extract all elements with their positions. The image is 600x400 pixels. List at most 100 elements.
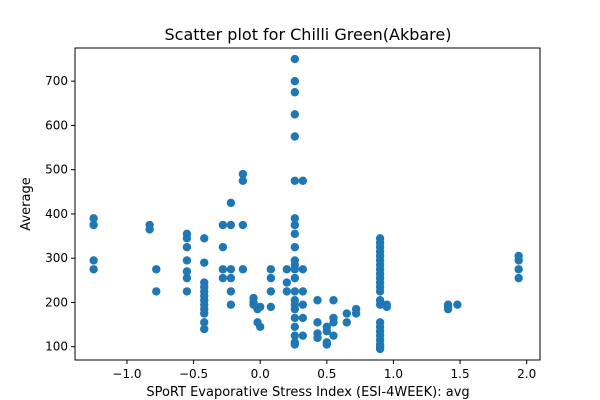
data-point: [89, 256, 98, 265]
data-point: [375, 344, 385, 354]
data-point: [329, 331, 338, 340]
data-point: [200, 234, 209, 243]
y-ticks: 100 200 300 400 500 600 700: [45, 74, 75, 354]
data-point: [256, 302, 265, 312]
axes-layer: [74, 47, 541, 361]
data-point: [256, 322, 265, 332]
data-point: [226, 198, 236, 208]
data-point: [282, 265, 292, 274]
data-point: [226, 273, 236, 283]
data-point: [313, 318, 322, 327]
data-point: [182, 287, 192, 296]
data-point: [182, 256, 192, 265]
data-point: [290, 132, 300, 141]
data-point: [200, 324, 209, 334]
data-point: [218, 265, 228, 274]
y-tick-label: 400: [45, 207, 68, 221]
plot-frame: [74, 47, 541, 361]
data-point: [375, 300, 385, 309]
data-point: [514, 265, 523, 274]
data-point: [290, 214, 300, 223]
data-point: [152, 265, 161, 274]
y-tick-label: 200: [45, 295, 68, 309]
x-tick-label: 1.0: [384, 367, 403, 381]
data-point: [290, 331, 300, 340]
data-point: [218, 242, 228, 252]
y-tick-label: 600: [45, 118, 68, 132]
data-point: [226, 220, 236, 230]
y-tick-label: 300: [45, 251, 68, 265]
data-point: [290, 220, 300, 230]
data-point: [290, 242, 300, 252]
data-point: [89, 265, 98, 274]
data-point: [182, 273, 192, 283]
data-point: [290, 304, 300, 314]
data-point: [298, 300, 308, 309]
chart-title: Scatter plot for Chilli Green(Akbare): [164, 25, 451, 44]
data-point: [313, 296, 322, 305]
data-point: [218, 220, 228, 230]
data-point: [290, 322, 300, 332]
data-point: [322, 327, 332, 336]
data-point: [89, 220, 98, 230]
data-point: [443, 304, 453, 314]
data-point: [375, 287, 385, 296]
data-point: [226, 287, 236, 296]
data-point: [290, 265, 300, 274]
data-point: [182, 267, 192, 276]
data-point: [290, 287, 300, 296]
y-tick-label: 500: [45, 163, 68, 177]
x-axis-label: SPoRT Evaporative Stress Index (ESI-4WEE…: [146, 385, 469, 400]
data-point: [200, 258, 209, 267]
data-point: [298, 176, 308, 185]
data-point: [329, 318, 338, 327]
data-point: [514, 273, 523, 283]
data-point: [298, 331, 308, 340]
data-point: [342, 318, 352, 327]
data-point: [290, 340, 300, 349]
data-point: [226, 300, 236, 309]
data-point: [313, 333, 322, 343]
data-point: [290, 54, 300, 64]
data-point: [290, 88, 300, 97]
data-point: [89, 214, 98, 223]
x-tick-label: 1.5: [451, 367, 470, 381]
data-point: [298, 265, 308, 274]
data-point: [329, 296, 338, 305]
x-tick-label: 2.0: [517, 367, 536, 381]
x-ticks: −1.0 −0.5 0.0 0.5 1.0 1.5 2.0: [112, 360, 536, 381]
data-point: [322, 340, 332, 349]
data-point: [514, 256, 523, 265]
data-point: [266, 273, 276, 283]
data-point: [290, 229, 300, 239]
data-point: [290, 176, 300, 185]
data-point: [453, 300, 462, 309]
data-point: [182, 242, 192, 252]
data-point: [266, 302, 276, 312]
data-point: [218, 273, 228, 283]
data-point: [238, 176, 248, 185]
data-point: [238, 169, 248, 179]
x-tick-label: 0.5: [317, 367, 336, 381]
data-point: [200, 309, 209, 318]
data-point: [290, 110, 300, 119]
data-point: [266, 265, 276, 274]
y-tick-label: 100: [45, 340, 68, 354]
data-point: [200, 318, 209, 327]
data-point: [238, 220, 248, 230]
x-tick-label: −1.0: [112, 367, 141, 381]
x-tick-label: −0.5: [179, 367, 208, 381]
data-point: [238, 265, 248, 274]
data-point: [282, 278, 292, 287]
data-point: [290, 273, 300, 283]
data-point: [266, 287, 276, 296]
data-point: [298, 287, 308, 296]
data-point: [226, 265, 236, 274]
data-point: [290, 313, 300, 323]
y-axis-label: Average: [19, 177, 34, 230]
data-point: [342, 309, 352, 318]
data-point: [182, 234, 192, 243]
x-tick-label: 0.0: [251, 367, 270, 381]
